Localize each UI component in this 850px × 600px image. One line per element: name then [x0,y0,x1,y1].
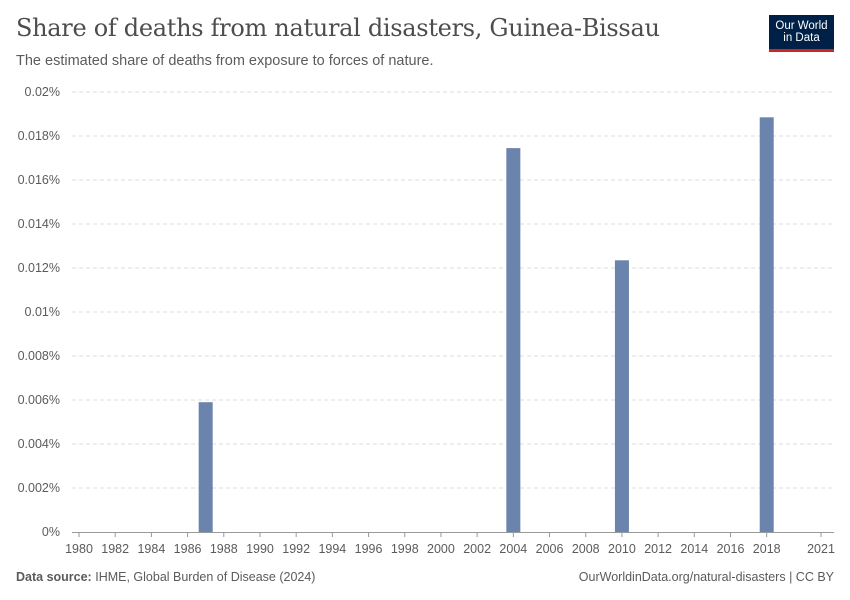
x-tick-label: 1992 [282,542,310,556]
y-tick-label: 0.012% [18,261,60,275]
y-tick-label: 0% [42,525,60,539]
bar [198,402,213,532]
data-source-text[interactable]: IHME, Global Burden of Disease (2024) [95,570,316,584]
y-tick-label: 0.016% [18,173,60,187]
source-url[interactable]: OurWorldinData.org/natural-disasters | C… [578,570,834,584]
x-tick-label: 1988 [210,542,238,556]
y-tick-label: 0.01% [25,305,60,319]
owid-logo[interactable]: Our World in Data [769,15,834,52]
x-tick-label: 2002 [463,542,491,556]
data-source: Data source: IHME, Global Burden of Dise… [16,570,315,584]
y-tick-label: 0.008% [18,349,60,363]
logo-line-1: Our World [775,20,828,32]
x-tick-label: 2021 [807,542,835,556]
chart-title: Share of deaths from natural disasters, … [16,14,660,42]
x-tick-label: 2006 [536,542,564,556]
y-tick-label: 0.006% [18,393,60,407]
logo-line-2: in Data [783,32,820,44]
x-tick-label: 1980 [65,542,93,556]
y-tick-label: 0.002% [18,481,60,495]
chart-subtitle: The estimated share of deaths from expos… [16,53,434,69]
bar [614,260,629,532]
x-tick-label: 2004 [499,542,527,556]
x-tick-label: 2018 [753,542,781,556]
x-tick-label: 2014 [680,542,708,556]
x-tick-label: 2008 [572,542,600,556]
y-tick-label: 0.018% [18,129,60,143]
x-tick-label: 1990 [246,542,274,556]
x-tick-label: 1986 [174,542,202,556]
x-tick-label: 2012 [644,542,672,556]
x-tick-label: 1996 [355,542,383,556]
bar [759,117,774,533]
x-tick-label: 2016 [717,542,745,556]
x-tick-label: 1994 [318,542,346,556]
y-tick-label: 0.02% [25,85,60,99]
data-source-label: Data source: [16,570,92,584]
x-tick-label: 1998 [391,542,419,556]
y-tick-label: 0.004% [18,437,60,451]
x-tick-label: 2010 [608,542,636,556]
bar [506,148,521,532]
x-tick-label: 2000 [427,542,455,556]
x-tick-label: 1984 [137,542,165,556]
y-tick-label: 0.014% [18,217,60,231]
x-tick-label: 1982 [101,542,129,556]
